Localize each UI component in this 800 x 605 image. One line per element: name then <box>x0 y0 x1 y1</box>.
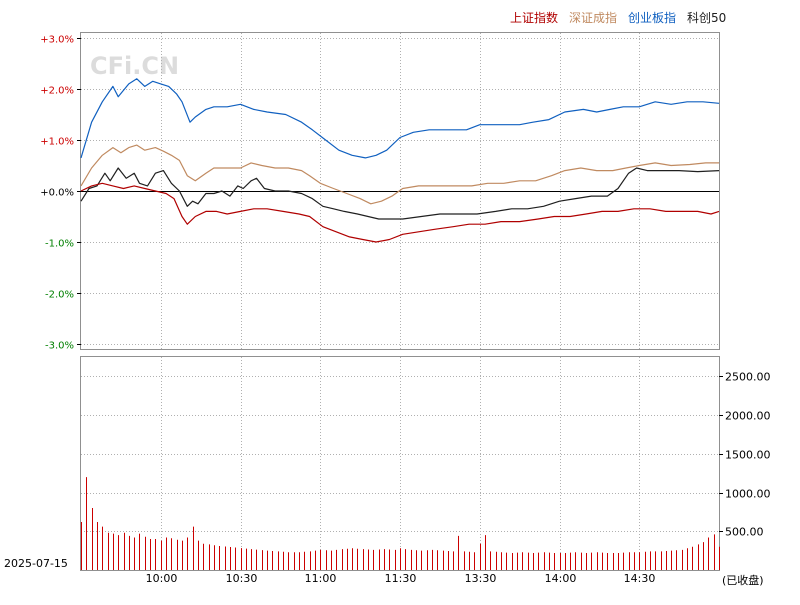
price-y-tick-label: +3.0% <box>40 35 74 46</box>
x-tick-label: 10:00 <box>146 572 178 585</box>
x-tick-label: 11:30 <box>385 572 417 585</box>
price-y-ticks: +3.0% +2.0% +1.0% +0.0% -1.0% -2.0% -3.0% <box>40 35 81 352</box>
price-y-tick-label: -1.0% <box>45 239 74 250</box>
price-y-tick-label: +2.0% <box>40 86 74 97</box>
volume-y-tick-label: 1000.00 <box>725 488 771 501</box>
volume-y-ticks: 2500.00 2000.00 1500.00 1000.00 500.00 <box>719 371 771 539</box>
legend-star50: 科创50 <box>687 11 726 25</box>
watermark: CFi.CN <box>90 52 179 80</box>
volume-y-tick-label: 2000.00 <box>725 410 771 423</box>
series-line-科创50 <box>80 167 720 220</box>
series-line-深证成指 <box>80 144 719 205</box>
status-label: (已收盘) <box>722 573 764 587</box>
x-tick-label: 14:00 <box>545 572 577 585</box>
price-y-tick-label: -3.0% <box>45 341 74 352</box>
legend-shanghai: 上证指数 <box>510 10 558 25</box>
time-axis-ticks: 10:00 10:30 11:00 11:30 13:30 14:00 14:30 <box>146 572 656 585</box>
volume-y-tick-label: 2500.00 <box>725 371 771 384</box>
volume-grid <box>81 357 719 570</box>
price-grid <box>81 33 719 349</box>
x-tick-label: 14:30 <box>624 572 656 585</box>
series-line-上证指数 <box>80 182 720 243</box>
date-label: 2025-07-15 <box>4 557 68 570</box>
volume-y-tick-label: 500.00 <box>725 526 764 539</box>
price-y-tick-label: +0.0% <box>40 188 74 199</box>
legend-chinext: 创业板指 <box>628 10 676 25</box>
volume-bars <box>81 477 720 570</box>
volume-panel-frame <box>80 356 720 571</box>
price-y-tick-label: +1.0% <box>40 137 74 148</box>
price-y-tick-label: -2.0% <box>45 290 74 301</box>
volume-y-tick-label: 1500.00 <box>725 449 771 462</box>
legend-shenzhen: 深证成指 <box>569 10 617 25</box>
legend: 上证指数 深证成指 创业板指 科创50 <box>510 10 726 25</box>
series-line-创业板指 <box>80 78 720 159</box>
x-tick-label: 13:30 <box>465 572 497 585</box>
price-lines <box>80 78 720 243</box>
x-tick-label: 10:30 <box>226 572 258 585</box>
x-tick-label: 11:00 <box>305 572 337 585</box>
